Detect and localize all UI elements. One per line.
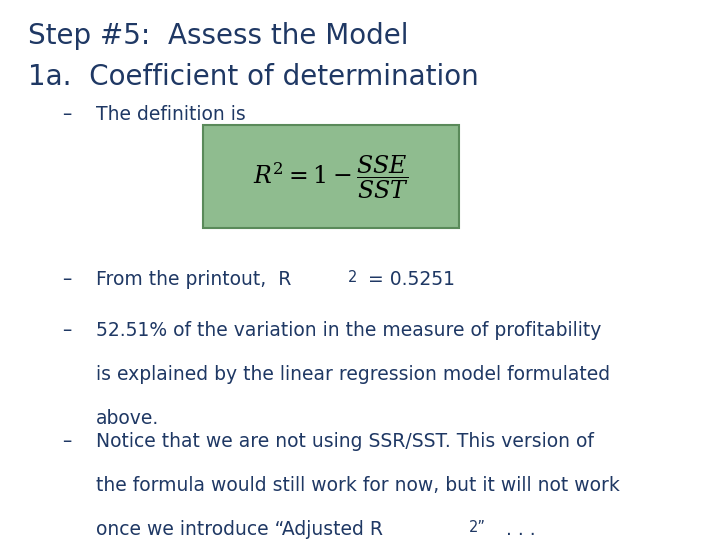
- Text: –: –: [62, 433, 71, 451]
- Text: Notice that we are not using SSR/SST. This version of: Notice that we are not using SSR/SST. Th…: [96, 433, 593, 451]
- Text: once we introduce “Adjusted R: once we introduce “Adjusted R: [96, 520, 382, 539]
- Text: = 0.5251: = 0.5251: [361, 270, 454, 289]
- Text: 52.51% of the variation in the measure of profitability: 52.51% of the variation in the measure o…: [96, 321, 601, 340]
- Text: 1a.  Coefficient of determination: 1a. Coefficient of determination: [28, 63, 479, 91]
- Text: is explained by the linear regression model formulated: is explained by the linear regression mo…: [96, 365, 610, 384]
- FancyBboxPatch shape: [203, 125, 459, 228]
- Text: The definition is: The definition is: [96, 105, 246, 124]
- Text: Step #5:  Assess the Model: Step #5: Assess the Model: [28, 22, 409, 50]
- Text: –: –: [62, 270, 71, 289]
- Text: the formula would still work for now, but it will not work: the formula would still work for now, bu…: [96, 476, 619, 495]
- Text: From the printout,  R: From the printout, R: [96, 270, 291, 289]
- Text: –: –: [62, 105, 71, 124]
- Text: –: –: [62, 321, 71, 340]
- Text: 2: 2: [348, 270, 357, 285]
- Text: above.: above.: [96, 409, 159, 428]
- Text: 2”: 2”: [469, 520, 486, 535]
- Text: . . .: . . .: [500, 520, 535, 539]
- Text: $R^2 = 1 - \dfrac{SSE}{SST}$: $R^2 = 1 - \dfrac{SSE}{SST}$: [253, 153, 410, 200]
